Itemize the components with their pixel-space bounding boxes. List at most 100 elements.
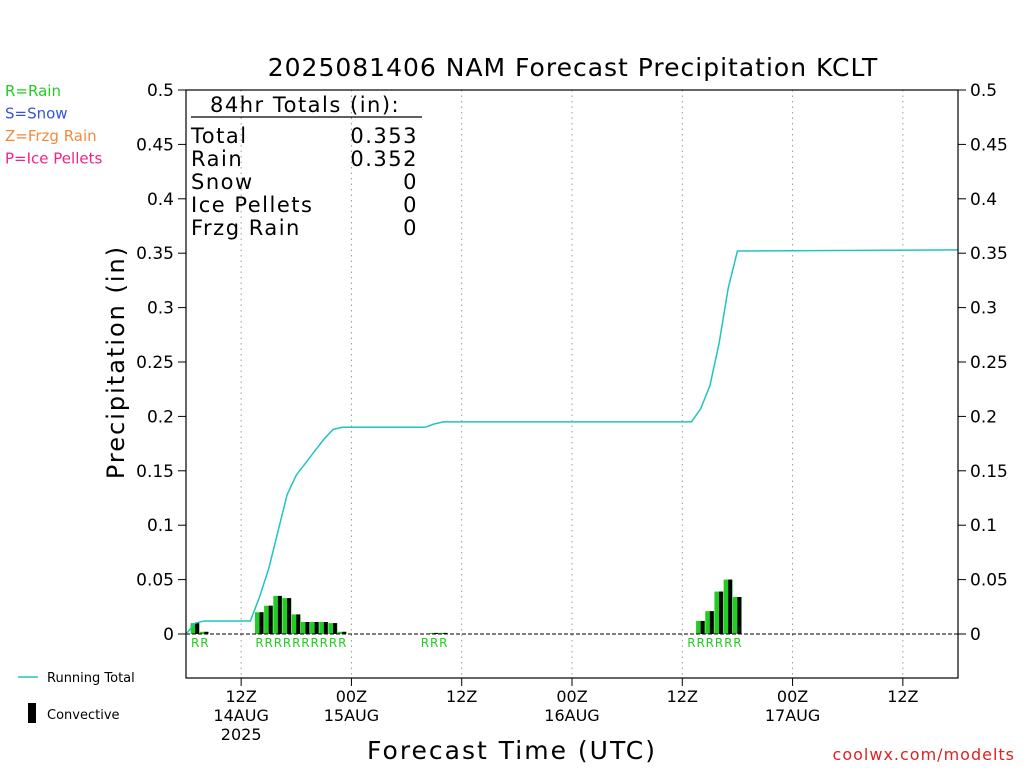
y-tick-label: 0.4: [147, 190, 174, 210]
precip-bar: [291, 614, 301, 634]
y-tick-label: 0.3: [970, 299, 997, 319]
ptype-mark: R: [292, 636, 300, 650]
totals-row-value: 0: [403, 216, 418, 240]
x-tick-label: 15AUG: [324, 706, 379, 725]
totals-row-value: 0: [403, 170, 418, 194]
ptype-mark: R: [310, 636, 318, 650]
ptype-mark: R: [255, 636, 263, 650]
y-tick-label: 0.35: [970, 244, 1008, 264]
y-axis-left: 0 0.05 0.1 0.15 0.2 0.25 0.3 0.35 0.4 0.45 0.5: [136, 81, 186, 645]
x-axis-label: Forecast Time (UTC): [367, 736, 657, 765]
ptype-mark: R: [715, 636, 723, 650]
ptype-mark: R: [439, 636, 447, 650]
convective-bar: [287, 598, 291, 634]
precip-bar: [696, 620, 705, 634]
ptype-mark: R: [265, 636, 273, 650]
y-tick-label: 0.1: [147, 516, 174, 536]
ptype-legend-item: Z=Frzg Rain: [5, 127, 97, 145]
x-tick-label: 12Z: [446, 687, 477, 706]
chart-title: 2025081406 NAM Forecast Precipitation KC…: [268, 53, 879, 82]
convective-bar: [737, 597, 742, 634]
totals-row-label: Frzg Rain: [191, 216, 301, 240]
ptype-mark: R: [421, 636, 429, 650]
y-tick-label: 0.25: [136, 353, 174, 373]
convective-bar: [268, 605, 273, 634]
precip-bar: [264, 605, 274, 634]
ptype-mark: R: [733, 636, 741, 650]
ptype-mark: R: [274, 636, 282, 650]
x-tick-label: 00Z: [336, 687, 367, 706]
totals-row-label: Rain: [191, 147, 243, 171]
credit-text: coolwx.com/modelts: [833, 745, 1015, 764]
y-tick-label: 0: [163, 625, 174, 645]
convective-bar: [277, 595, 282, 634]
precip-bar: [190, 623, 200, 634]
series-legend: Running Total Convective: [18, 671, 135, 723]
ptype-mark: R: [687, 636, 695, 650]
precip-bar: [319, 622, 329, 634]
ptype-mark: R: [301, 636, 309, 650]
convective-bar: [709, 611, 714, 634]
ptype-mark: R: [338, 636, 346, 650]
y-tick-label: 0.25: [970, 353, 1008, 373]
ptype-legend-item: S=Snow: [5, 105, 68, 123]
x-tick-label: 16AUG: [544, 706, 599, 725]
ptype-mark: R: [191, 636, 199, 650]
convective-bar: [719, 591, 723, 634]
running-total-legend-label: Running Total: [47, 671, 135, 686]
precip-bar: [254, 612, 264, 634]
y-tick-label: 0.4: [970, 190, 997, 210]
precip-bar: [328, 623, 338, 634]
y-tick-label: 0.15: [970, 462, 1008, 482]
convective-bar: [333, 623, 337, 634]
totals-row-value: 0.352: [350, 147, 418, 171]
totals-row-label: Snow: [191, 170, 254, 194]
x-tick-label: 00Z: [556, 687, 587, 706]
y-axis-right: 0 0.05 0.1 0.15 0.2 0.25 0.3 0.35 0.4 0.45 0.5: [958, 81, 1008, 645]
ptype-legend-item: P=Ice Pellets: [5, 150, 102, 168]
convective-legend-swatch: [28, 703, 36, 723]
convective-bar: [195, 623, 200, 634]
convective-legend-label: Convective: [47, 708, 120, 723]
y-tick-label: 0.45: [970, 135, 1008, 155]
precip-bar: [429, 632, 439, 634]
totals-row-value: 0.353: [350, 124, 418, 148]
convective-bar: [434, 632, 439, 634]
y-tick-label: 0.15: [136, 462, 174, 482]
convective-bar: [700, 620, 705, 634]
ptype-mark: R: [706, 636, 714, 650]
x-tick-label: 17AUG: [765, 706, 820, 725]
precip-bar: [714, 591, 724, 634]
totals-row-value: 0: [403, 193, 418, 217]
y-tick-label: 0.35: [136, 244, 174, 264]
y-tick-label: 0.5: [147, 81, 174, 101]
ptype-legend-item: R=Rain: [5, 82, 61, 100]
ptype-mark: R: [200, 636, 208, 650]
x-tick-label: 00Z: [777, 687, 808, 706]
convective-bar: [342, 631, 347, 634]
y-tick-label: 0.45: [136, 135, 174, 155]
precip-bar: [705, 611, 715, 634]
ptype-mark: R: [283, 636, 291, 650]
x-tick-label: 12Z: [225, 687, 256, 706]
grid-lines: [240, 90, 904, 678]
y-tick-label: 0.5: [970, 81, 997, 101]
y-tick-label: 0.2: [147, 407, 174, 427]
precip-bar: [732, 597, 742, 634]
x-tick-label: 2025: [221, 725, 262, 744]
precip-bar: [723, 579, 733, 634]
ptype-mark: R: [696, 636, 704, 650]
convective-bar: [259, 612, 264, 634]
totals-box: 84hr Totals (in): Total 0.353 Rain 0.352 Sno…: [190, 93, 422, 240]
y-tick-label: 0.3: [147, 299, 174, 319]
y-tick-label: 0: [970, 625, 981, 645]
y-tick-label: 0.05: [136, 571, 174, 591]
precip-bar: [273, 595, 283, 634]
ptype-mark: R: [430, 636, 438, 650]
ptype-legend: R=Rain S=Snow Z=Frzg Rain P=Ice Pellets: [5, 82, 102, 168]
ptype-mark: R: [329, 636, 337, 650]
convective-bar: [204, 631, 209, 634]
